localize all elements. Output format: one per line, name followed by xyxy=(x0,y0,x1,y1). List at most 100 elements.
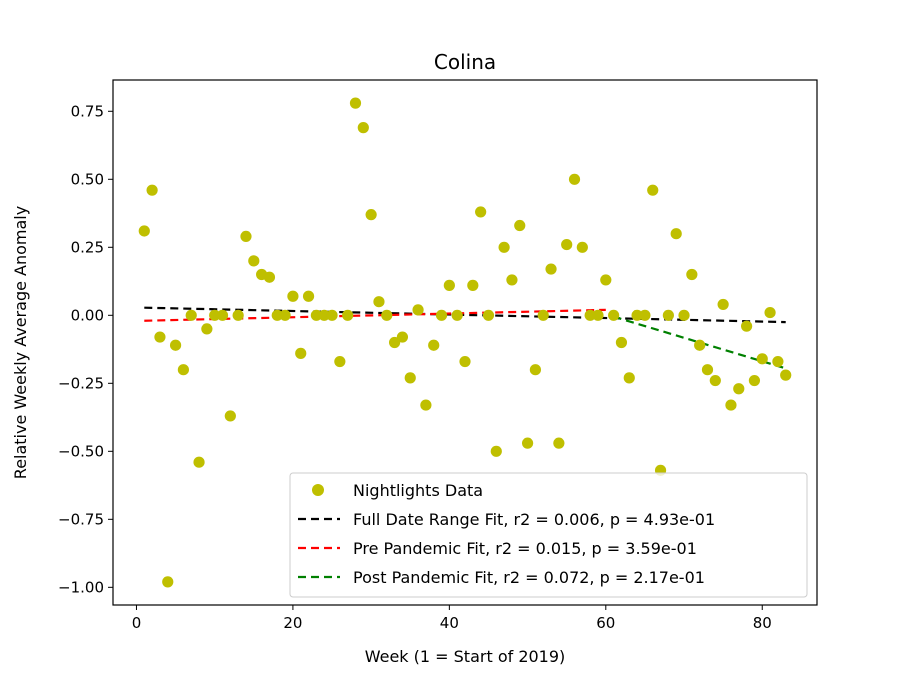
y-tick-label: 0.75 xyxy=(71,102,104,120)
data-point xyxy=(584,309,596,321)
data-point xyxy=(232,309,244,321)
data-point xyxy=(326,309,338,321)
legend-label: Full Date Range Fit, r2 = 0.006, p = 4.9… xyxy=(353,510,715,529)
data-point xyxy=(302,290,315,302)
data-point xyxy=(529,364,542,376)
legend-label: Nightlights Data xyxy=(353,481,483,500)
data-point xyxy=(741,320,753,332)
data-point xyxy=(263,271,276,283)
data-point xyxy=(240,230,252,243)
x-axis: 0 20 40 60 80 xyxy=(132,605,772,632)
data-point xyxy=(365,209,377,221)
legend-marker xyxy=(312,484,324,496)
data-point xyxy=(357,122,369,134)
data-point xyxy=(201,323,213,335)
data-point xyxy=(209,309,221,321)
data-point xyxy=(451,309,463,321)
data-point xyxy=(600,274,612,286)
x-tick-label: 20 xyxy=(283,614,302,632)
data-point xyxy=(318,309,330,321)
data-point xyxy=(310,309,322,321)
data-point xyxy=(193,456,205,468)
data-point xyxy=(373,296,385,308)
data-point xyxy=(154,331,166,343)
data-point xyxy=(224,410,236,422)
data-point xyxy=(381,309,393,321)
data-point xyxy=(271,309,283,321)
y-tick-label: −0.25 xyxy=(58,374,104,392)
data-point xyxy=(662,309,674,321)
data-point xyxy=(342,309,354,321)
data-point xyxy=(279,309,291,321)
data-point xyxy=(459,355,471,368)
data-point xyxy=(498,241,510,253)
data-point xyxy=(443,279,455,291)
data-point xyxy=(647,184,659,196)
chart-title: Colina xyxy=(434,50,496,74)
data-point xyxy=(592,309,604,321)
data-point xyxy=(639,309,651,321)
data-point xyxy=(185,309,197,321)
data-point xyxy=(169,339,182,351)
data-point xyxy=(772,355,784,368)
data-point xyxy=(561,238,573,251)
data-point xyxy=(396,331,409,343)
data-point xyxy=(177,364,189,376)
y-tick-label: −1.00 xyxy=(58,578,104,596)
data-point xyxy=(490,445,502,457)
plot-area xyxy=(112,79,818,606)
data-point xyxy=(506,274,518,286)
data-point xyxy=(287,290,299,302)
data-point xyxy=(349,97,362,109)
y-axis-label: Relative Weekly Average Anomaly xyxy=(11,206,30,479)
data-point xyxy=(295,347,307,359)
data-point xyxy=(389,336,401,349)
y-tick-label: 0.50 xyxy=(71,170,104,188)
plot-frame xyxy=(112,79,818,606)
y-tick-label: −0.75 xyxy=(58,510,104,528)
data-point xyxy=(467,279,479,291)
data-point xyxy=(725,399,737,411)
data-point xyxy=(435,309,448,321)
data-point xyxy=(334,355,346,368)
legend-box xyxy=(289,472,808,598)
y-tick-label: 0.25 xyxy=(71,238,104,256)
data-point xyxy=(756,353,768,365)
data-point xyxy=(709,374,721,387)
data-point xyxy=(162,576,174,588)
data-point xyxy=(748,374,761,387)
data-point xyxy=(521,437,534,449)
x-tick-label: 0 xyxy=(132,614,142,632)
data-point xyxy=(412,304,424,316)
data-point xyxy=(482,309,495,321)
data-point xyxy=(694,339,706,351)
data-point xyxy=(475,206,487,218)
y-tick-label: 0.00 xyxy=(71,306,104,324)
data-point xyxy=(686,268,698,281)
data-point xyxy=(514,219,526,232)
data-point xyxy=(608,309,620,321)
data-point xyxy=(631,309,643,321)
x-tick-label: 60 xyxy=(596,614,615,632)
data-point xyxy=(138,225,150,237)
x-axis-label: Week (1 = Start of 2019) xyxy=(365,647,566,666)
data-point xyxy=(670,228,682,240)
data-point xyxy=(701,364,714,376)
data-point xyxy=(780,369,792,381)
data-point xyxy=(553,437,565,449)
data-point xyxy=(537,309,549,321)
data-point xyxy=(248,255,260,267)
fit-line-2 xyxy=(144,308,606,322)
data-point xyxy=(615,336,628,349)
legend-label: Pre Pandemic Fit, r2 = 0.015, p = 3.59e-… xyxy=(353,539,697,558)
data-point xyxy=(146,184,158,196)
data-point xyxy=(576,241,588,253)
data-point xyxy=(623,372,635,384)
x-tick-label: 40 xyxy=(440,614,459,632)
legend-label: Post Pandemic Fit, r2 = 0.072, p = 2.17e… xyxy=(353,568,705,587)
data-point xyxy=(420,399,432,411)
y-axis: 0.75 0.50 0.25 0.00 −0.25 −0.50 −0.75 −1.00 xyxy=(58,102,113,596)
data-point xyxy=(733,383,745,395)
fit-line-1 xyxy=(144,306,786,324)
